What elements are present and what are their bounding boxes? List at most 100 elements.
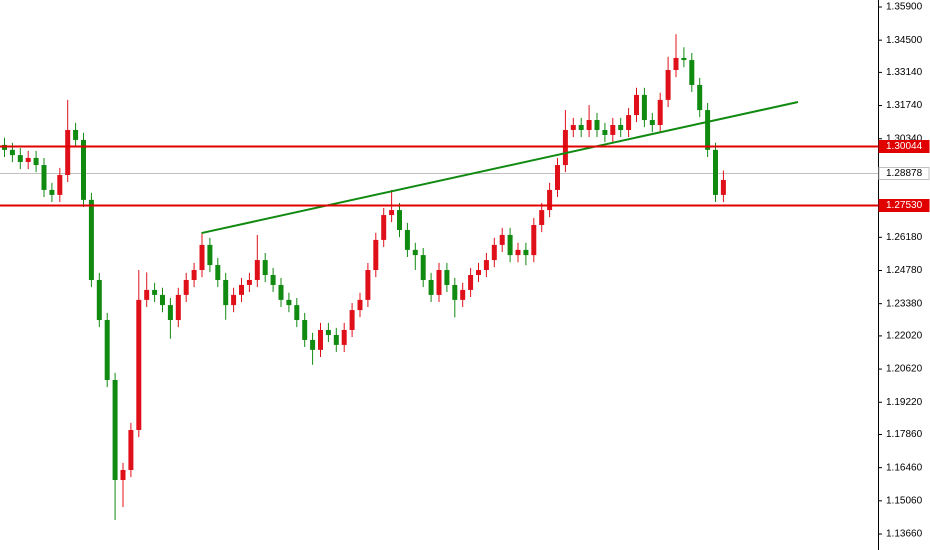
candle-body <box>144 289 150 300</box>
candle-body <box>49 189 55 195</box>
candle-body <box>33 157 39 166</box>
candle-body <box>120 470 126 480</box>
y-tick-label: 1.24780 <box>886 265 923 276</box>
candle-body <box>199 244 205 271</box>
candle-body <box>673 57 679 71</box>
candle-body <box>325 329 331 335</box>
candle-body <box>73 129 79 140</box>
candle-body <box>215 265 221 280</box>
y-tick-label: 1.16460 <box>886 462 923 473</box>
candle-body <box>152 289 158 295</box>
candle-body <box>634 94 639 116</box>
candle-body <box>594 120 600 130</box>
candle-body <box>231 294 237 306</box>
candle-body <box>333 334 339 345</box>
candle-body <box>41 165 47 190</box>
price-level-label: 1.28878 <box>886 168 923 179</box>
candle-body <box>88 199 94 280</box>
candle-body <box>428 279 434 295</box>
candle-body <box>507 234 513 256</box>
candle-body <box>357 299 363 311</box>
candle-body <box>81 139 86 200</box>
candle-body <box>531 225 537 256</box>
candle-body <box>397 210 402 230</box>
candle-body <box>104 320 110 380</box>
y-tick-label: 1.20620 <box>886 364 923 375</box>
y-tick-label: 1.31740 <box>886 100 923 111</box>
candle-body <box>420 255 426 280</box>
price-level-label: 1.30044 <box>886 141 923 152</box>
candle-body <box>9 149 15 156</box>
candle-body <box>649 120 655 125</box>
candle-body <box>444 270 450 285</box>
candle-body <box>555 165 560 190</box>
candle-body <box>562 129 568 166</box>
candle-body <box>270 275 276 285</box>
candle-body <box>294 305 300 321</box>
candle-body <box>641 94 647 121</box>
candle-body <box>483 260 489 271</box>
candle-body <box>286 299 292 306</box>
candle-body <box>523 249 529 256</box>
candle-body <box>491 244 497 261</box>
candle-body <box>278 284 284 300</box>
candle-body <box>25 157 31 162</box>
candle-body <box>96 279 102 321</box>
candle-body <box>349 310 355 330</box>
candle-body <box>476 270 481 275</box>
y-tick-label: 1.26180 <box>886 232 923 243</box>
candle-body <box>657 99 663 125</box>
candle-body <box>515 249 521 256</box>
candle-body <box>705 110 711 150</box>
candle-body <box>499 234 505 245</box>
candle-body <box>681 57 687 61</box>
y-tick-label: 1.23380 <box>886 298 923 309</box>
candle-body <box>57 175 63 195</box>
y-tick-label: 1.34500 <box>886 35 923 46</box>
candle-body <box>246 279 252 285</box>
candle-body <box>207 244 213 266</box>
candle-body <box>404 229 410 250</box>
candle-body <box>570 125 576 130</box>
candle-body <box>412 249 418 256</box>
candle-body <box>136 299 142 430</box>
trendline <box>201 101 799 235</box>
candle-body <box>468 275 474 290</box>
candle-body <box>223 279 229 306</box>
candle-body <box>167 305 173 321</box>
candle-body <box>436 270 442 295</box>
candle-body <box>175 294 181 321</box>
candle-body <box>302 320 308 340</box>
candle-body <box>160 294 165 306</box>
y-tick-label: 1.22020 <box>886 331 923 342</box>
candle-body <box>254 260 260 280</box>
y-tick-label: 1.30340 <box>886 133 923 144</box>
candle-body <box>539 210 545 225</box>
y-tick-label: 1.13660 <box>886 529 923 540</box>
candle-body <box>720 179 726 195</box>
candle-body <box>689 60 695 85</box>
candle-body <box>452 284 458 300</box>
y-tick-label: 1.15060 <box>886 495 923 506</box>
candle-body <box>128 429 134 471</box>
candle-body <box>618 125 624 130</box>
candle-body <box>586 120 592 130</box>
candle-body <box>547 189 553 211</box>
candle-body <box>310 339 316 350</box>
candle-body <box>191 270 197 280</box>
y-tick-label: 1.19220 <box>886 397 923 408</box>
candle-body <box>17 155 23 162</box>
candle-body <box>112 379 118 480</box>
candle-body <box>65 129 71 175</box>
candle-body <box>578 125 584 130</box>
candle-body <box>665 70 671 100</box>
candle-body <box>460 289 466 300</box>
candle-body <box>697 84 703 111</box>
y-tick-label: 1.33140 <box>886 67 923 78</box>
price-level-label: 1.27530 <box>886 200 923 211</box>
candle-body <box>239 284 244 295</box>
price-level-tag <box>878 199 930 212</box>
candle-body <box>381 215 387 240</box>
